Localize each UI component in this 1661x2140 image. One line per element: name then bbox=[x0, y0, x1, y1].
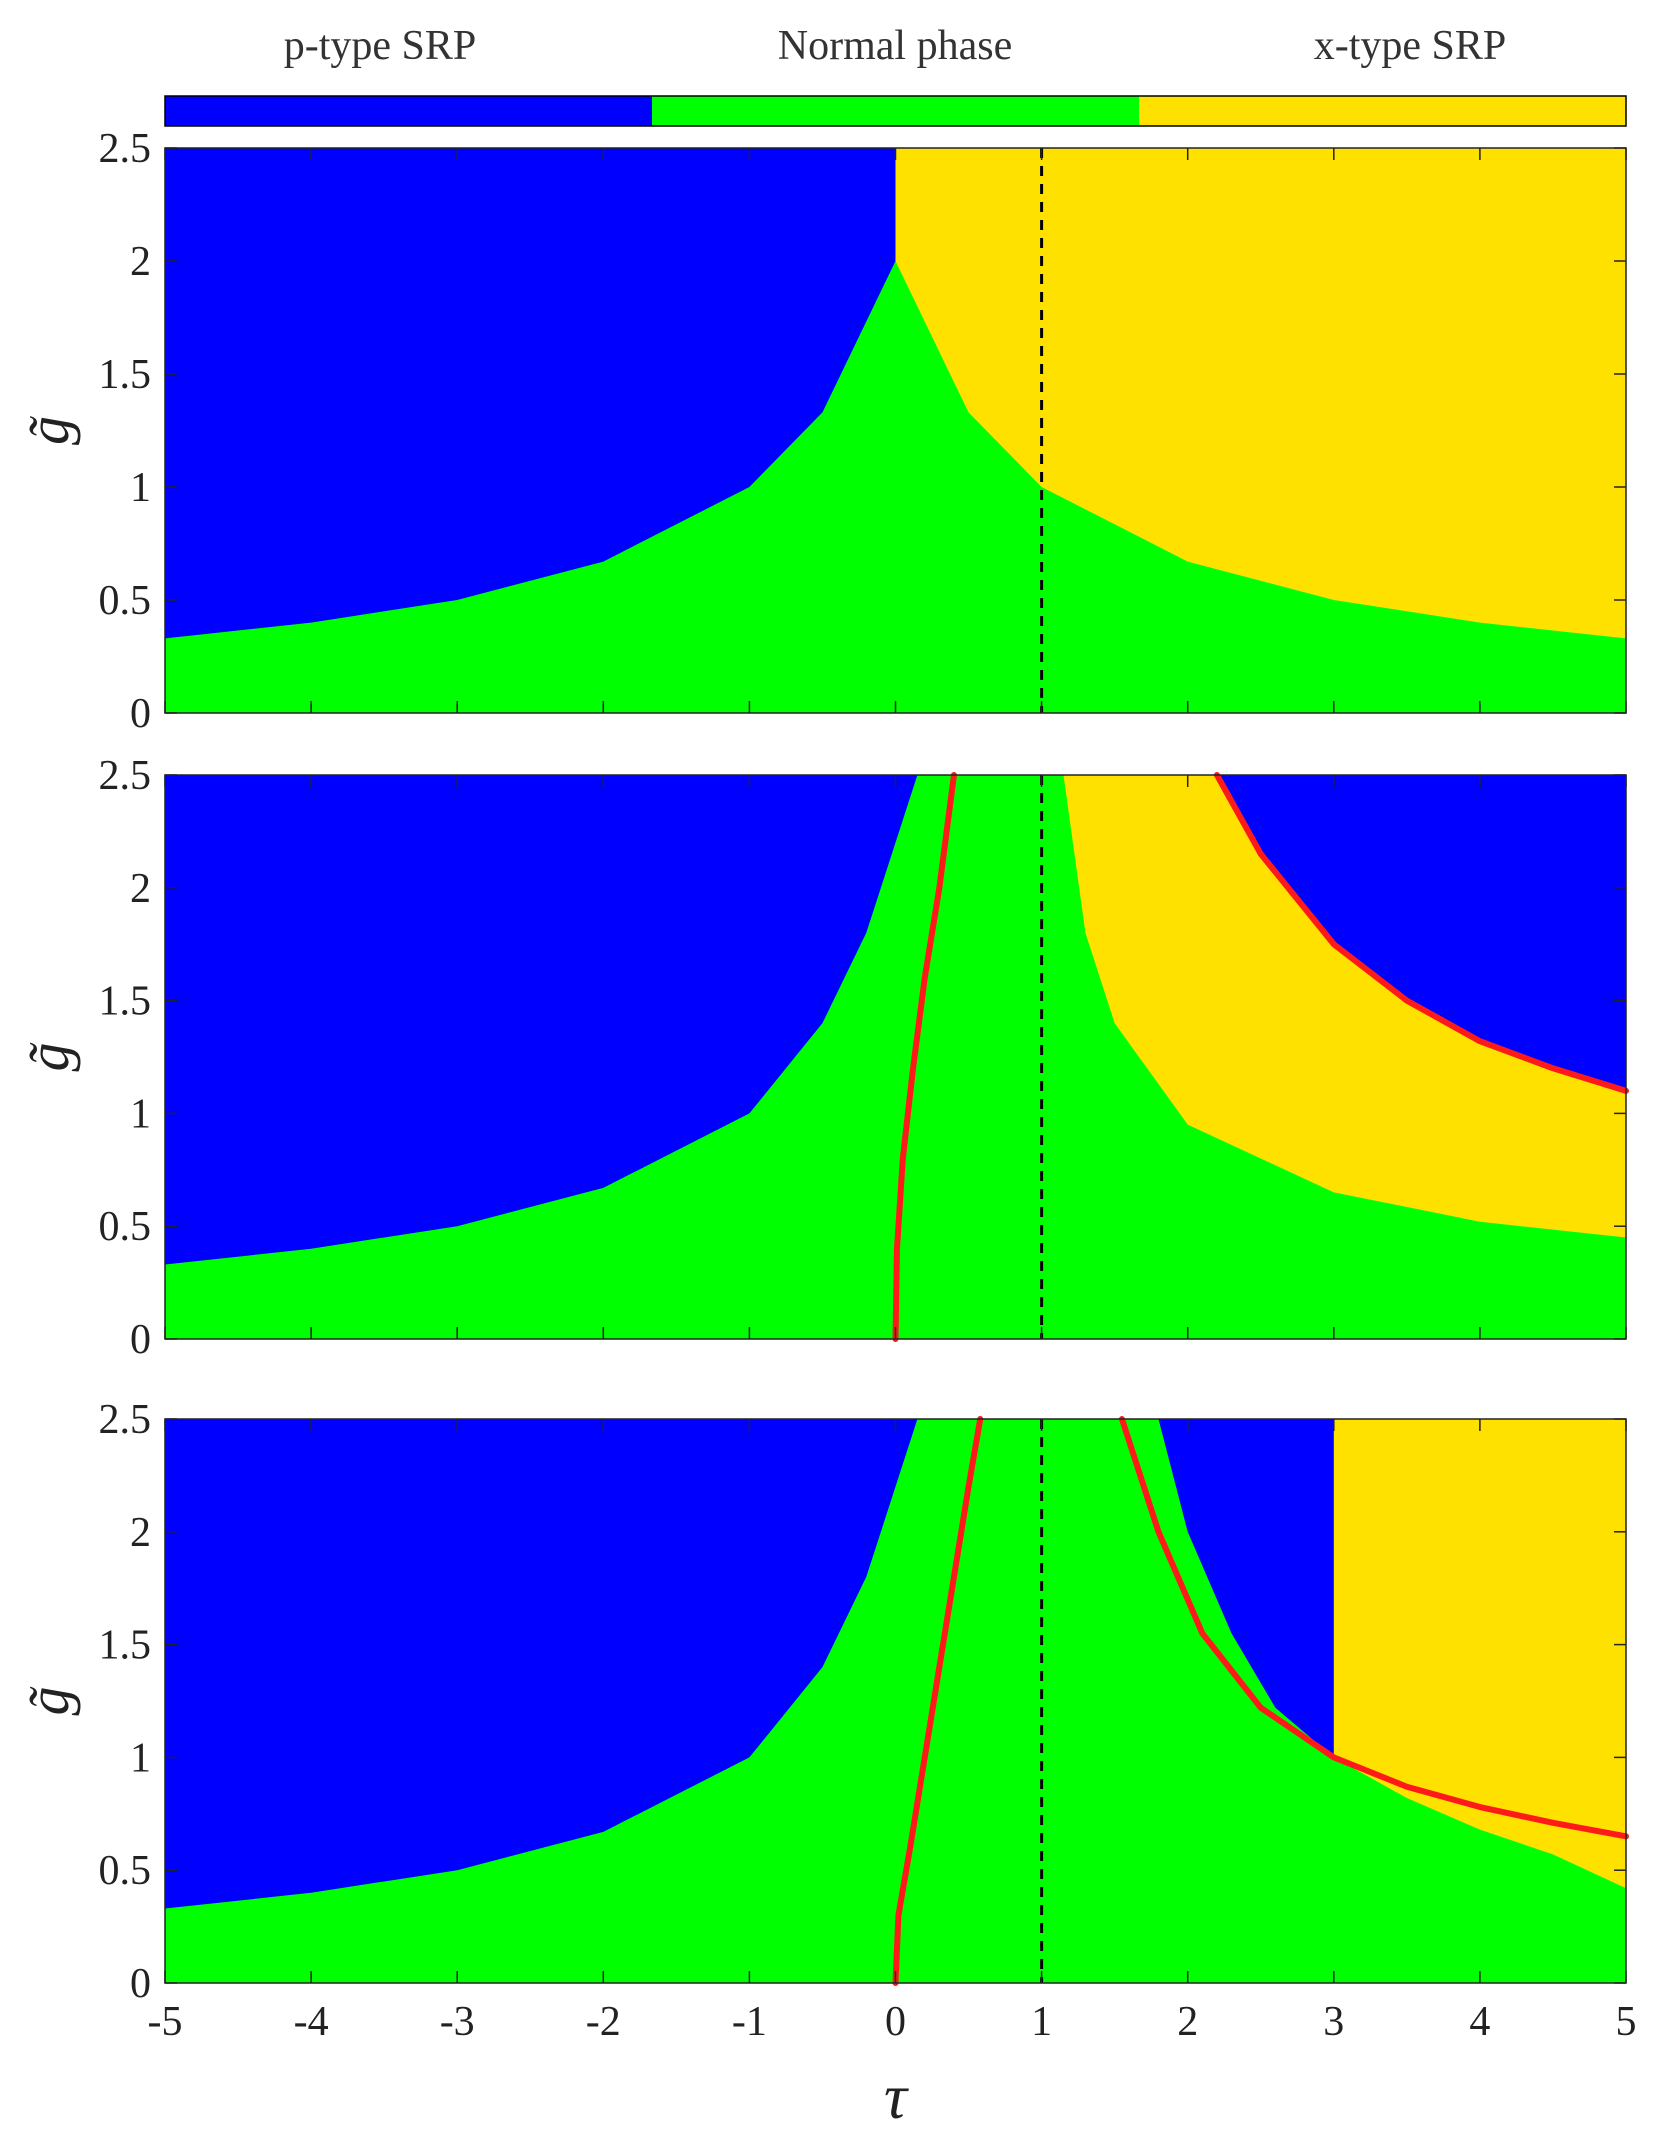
y-tick-label: 2.5 bbox=[99, 126, 152, 172]
y-tick-label: 2 bbox=[130, 1510, 151, 1556]
y-tick-label: 1.5 bbox=[99, 1623, 152, 1669]
y-tick-label: 1.5 bbox=[99, 979, 152, 1025]
y-tick-label: 1.5 bbox=[99, 352, 152, 398]
p-type-srp-region bbox=[1216, 775, 1626, 1091]
y-tick-label: 0.5 bbox=[99, 1204, 152, 1250]
y-axis-label: g̃ bbox=[16, 1043, 81, 1072]
red-boundary-curve bbox=[892, 772, 957, 1342]
p-type-srp-region bbox=[165, 1419, 918, 1909]
red-boundary-curve bbox=[1118, 1416, 1629, 1840]
colorbar-frame bbox=[164, 95, 1627, 127]
legend-label-p-type: p-type SRP bbox=[283, 23, 477, 69]
x-tick-label: 3 bbox=[1323, 1999, 1344, 2045]
x-tick-label: -5 bbox=[148, 1999, 183, 2045]
panels: 0 0.5 1 1.5 2 2.5 g̃ 0 0.5 1 1.5 2 2.5 g̃ -5 -4 -3 -2 -1 0 1… bbox=[16, 126, 1637, 2132]
x-tick-label: 0 bbox=[885, 1999, 906, 2045]
x-tick-label: -1 bbox=[732, 1999, 767, 2045]
y-tick-label: 1 bbox=[130, 1091, 151, 1137]
legend-label-normal-phase: Normal phase bbox=[777, 23, 1013, 69]
x-type-srp-region bbox=[1333, 1419, 1626, 1889]
y-tick-label: 0.5 bbox=[99, 1848, 152, 1894]
x-tick-label: 1 bbox=[1031, 1999, 1052, 2045]
y-tick-label: 0 bbox=[130, 1317, 151, 1363]
legend-label-x-type: x-type SRP bbox=[1313, 23, 1507, 69]
panel-1: 0 0.5 1 1.5 2 2.5 g̃ bbox=[16, 126, 1627, 737]
colorbar-segment bbox=[652, 96, 1139, 126]
y-tick-label: 1 bbox=[130, 1735, 151, 1781]
x-tick-label: -2 bbox=[586, 1999, 621, 2045]
colorbar-segment bbox=[1139, 96, 1626, 126]
x-type-srp-region bbox=[895, 148, 1626, 639]
x-tick-label: -4 bbox=[294, 1999, 329, 2045]
y-tick-label: 2.5 bbox=[99, 1397, 152, 1443]
y-tick-label: 2 bbox=[130, 866, 151, 912]
x-tick-label: -3 bbox=[440, 1999, 475, 2045]
x-tick-label: 4 bbox=[1469, 1999, 1490, 2045]
p-type-srp-region bbox=[165, 775, 918, 1265]
x-tick-label: 5 bbox=[1616, 1999, 1637, 2045]
y-tick-label: 0.5 bbox=[99, 578, 152, 624]
p-type-srp-region bbox=[165, 148, 896, 639]
y-tick-label: 1 bbox=[130, 465, 151, 511]
x-axis-label: τ bbox=[884, 2061, 909, 2132]
y-tick-label: 2 bbox=[130, 239, 151, 285]
panel-3: -5 -4 -3 -2 -1 0 1 2 3 4 5 0 0.5 1 1.5 2 2.5 g̃ τ bbox=[16, 1397, 1637, 2132]
panel-2: 0 0.5 1 1.5 2 2.5 g̃ bbox=[16, 753, 1629, 1363]
colorbar-segment bbox=[165, 96, 652, 126]
y-tick-label: 2.5 bbox=[99, 753, 152, 799]
y-axis-label: g̃ bbox=[16, 416, 81, 445]
red-boundary-curve bbox=[1213, 772, 1629, 1094]
y-axis-label: g̃ bbox=[16, 1687, 81, 1716]
colorbar bbox=[164, 95, 1627, 127]
y-tick-label: 0 bbox=[130, 1961, 151, 2007]
y-tick-label: 0 bbox=[130, 691, 151, 737]
x-tick-label: 2 bbox=[1177, 1999, 1198, 2045]
red-boundary-curve bbox=[892, 1416, 984, 1986]
